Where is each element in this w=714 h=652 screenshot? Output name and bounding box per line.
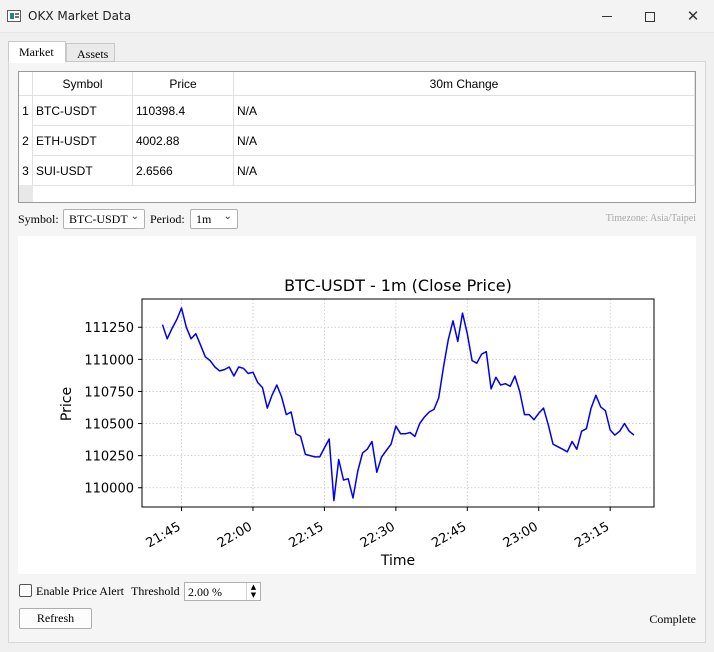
header-symbol[interactable]: Symbol [33,72,133,96]
title-bar: OKX Market Data ✕ [0,0,714,33]
chart-controls: Symbol: BTC-USDT ⌄ Period: 1m ⌄ Timezone… [18,209,696,229]
tab-market[interactable]: Market [8,41,66,63]
threshold-spinbox[interactable]: 2.00 % ▲ ▼ [184,582,261,601]
cell-symbol[interactable]: SUI-USDT [33,156,133,186]
x-axis-label: Time [380,553,415,569]
chart-canvas: 110000 110250 110500 110750 111000 111250 21:4… [59,276,655,569]
period-label: Period: [150,212,185,226]
maximize-icon [645,11,655,22]
symbol-label: Symbol: [18,212,59,226]
close-button[interactable]: ✕ [670,0,714,33]
spin-down-icon[interactable]: ▼ [250,591,257,599]
x-tick-label: 21:45 [144,519,184,551]
row-header: 2 [19,126,33,156]
y-tick-label: 110000 [84,482,134,497]
threshold-label: Threshold [131,584,180,598]
symbol-select-value: BTC-USDT [69,212,128,226]
x-tick-label: 23:15 [572,519,612,551]
x-tick-label: 23:00 [501,519,541,551]
status-text: Complete [649,612,696,626]
spin-buttons: ▲ ▼ [246,583,260,600]
cell-change[interactable]: N/A [234,96,695,126]
period-select-value: 1m [196,212,212,226]
chevron-down-icon: ⌄ [130,211,139,222]
window-title: OKX Market Data [28,9,132,23]
x-tick-label: 22:15 [286,519,326,551]
cell-symbol[interactable]: ETH-USDT [33,126,133,156]
minimize-icon [602,16,612,17]
period-select[interactable]: 1m ⌄ [190,209,238,229]
tab-assets[interactable]: Assets [66,43,115,62]
table-corner [19,72,33,96]
cell-change[interactable]: N/A [234,156,695,186]
x-tick-label: 22:45 [429,519,469,551]
price-alert-checkbox[interactable] [19,584,32,597]
cell-price[interactable]: 4002.88 [133,126,234,156]
chevron-down-icon: ⌄ [223,211,232,222]
x-tick-label: 22:00 [215,519,255,551]
header-change[interactable]: 30m Change [234,72,695,96]
x-tick-label: 22:30 [358,519,398,551]
plot-frame [141,298,655,508]
chart-title: BTC-USDT - 1m (Close Price) [284,276,512,295]
refresh-button[interactable]: Refresh [19,608,92,629]
timezone-label: Timezone: Asia/Taipei [605,213,696,224]
maximize-button[interactable] [627,0,673,33]
market-table: Symbol Price 30m Change 1 BTC-USDT 11039… [18,71,696,203]
y-tick-label: 110500 [84,418,134,433]
spin-up-icon[interactable]: ▲ [250,583,257,591]
cell-price[interactable]: 2.6566 [133,156,234,186]
header-price[interactable]: Price [133,72,234,96]
price-chart: 110000 110250 110500 110750 111000 111250 21:4… [18,236,696,574]
cell-change[interactable]: N/A [234,126,695,156]
cell-price[interactable]: 110398.4 [133,96,234,126]
cell-symbol[interactable]: BTC-USDT [33,96,133,126]
app-icon [7,10,21,22]
y-tick-label: 111000 [84,353,134,368]
minimize-button[interactable] [584,0,630,33]
table-footer-corner [19,185,33,202]
row-header: 3 [19,156,33,186]
y-tick-label: 110750 [84,385,134,400]
row-header: 1 [19,96,33,126]
close-icon: ✕ [686,7,700,25]
y-axis-label: Price [59,387,75,421]
threshold-value: 2.00 % [188,585,222,599]
price-alert-label: Enable Price Alert [36,584,124,598]
y-tick-label: 111250 [84,321,134,336]
y-tick-label: 110250 [84,450,134,465]
series-line-close-price [161,307,635,502]
symbol-select[interactable]: BTC-USDT ⌄ [63,209,145,229]
